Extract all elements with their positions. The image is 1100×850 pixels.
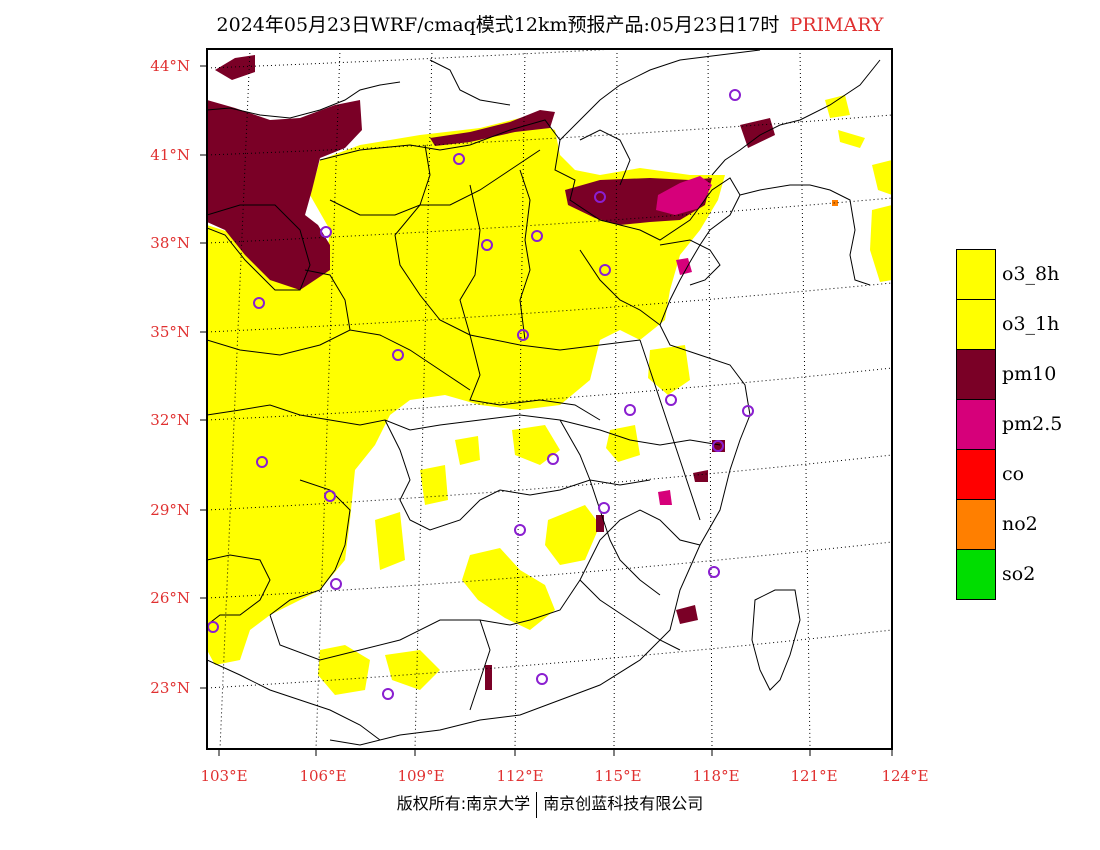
o3-patch-mid-2 [606, 425, 640, 462]
o3-patch-sea-3 [825, 95, 850, 118]
o3-patch-west-edge [375, 512, 405, 570]
lat-label: 29°N [150, 501, 190, 519]
pm25-patch-shandong [676, 258, 692, 275]
o3-region-west [207, 118, 725, 665]
lon-label: 103°E [200, 767, 247, 785]
o3-patch-south-1 [462, 548, 555, 630]
title-text: 2024年05月23日WRF/cmaq模式12km预报产品:05月23日17时 [216, 14, 780, 36]
lon-label: 115°E [594, 767, 641, 785]
lon-label: 106°E [299, 767, 346, 785]
o3-patch-mid-4 [648, 345, 690, 395]
legend-label: co [1002, 463, 1025, 485]
o3-patch-sea-2 [870, 205, 892, 282]
map-title: 2024年05月23日WRF/cmaq模式12km预报产品:05月23日17时 P… [0, 10, 1100, 37]
legend-swatch [956, 549, 996, 600]
legend-label: pm2.5 [1002, 413, 1063, 435]
o3-patch-mid-1 [512, 425, 560, 465]
legend-swatch [956, 449, 996, 500]
pm10-patch-zhejiang [693, 470, 708, 482]
station-markers [207, 89, 754, 700]
pm10-band-north [430, 110, 555, 146]
legend-label: o3_8h [1002, 263, 1060, 285]
legend-item-o3-1h: o3_1h [956, 299, 1100, 350]
lon-label: 109°E [397, 767, 444, 785]
longitude-labels: 103°E 106°E 109°E 112°E 115°E 118°E 121°… [200, 767, 928, 785]
copyright-owner: 版权所有:南京大学 [396, 794, 531, 813]
legend-label: o3_1h [1002, 313, 1060, 335]
legend-label: so2 [1002, 563, 1036, 585]
boundaries [207, 49, 881, 746]
legend-swatch [956, 399, 996, 450]
legend-swatch [956, 499, 996, 550]
o3-patch-mid-3 [455, 436, 480, 465]
lat-label: 41°N [150, 146, 190, 164]
legend-swatch [956, 349, 996, 400]
o3-patch-sea-1 [872, 160, 892, 195]
pm10-patch-guangxi [485, 665, 492, 690]
legend-swatch [956, 249, 996, 300]
map-frame [206, 48, 893, 750]
legend-label: pm10 [1002, 363, 1057, 385]
copyright-company: 南京创蓝科技有限公司 [543, 794, 704, 813]
pm10-patch-north [215, 55, 255, 80]
lon-label: 118°E [692, 767, 739, 785]
o3-patch-south-4 [545, 505, 600, 565]
lat-label: 23°N [150, 679, 190, 697]
primary-tag: PRIMARY [789, 14, 884, 36]
lat-label: 38°N [150, 234, 190, 252]
lat-label: 32°N [150, 411, 190, 429]
o3-patch-sea-4 [838, 130, 865, 148]
legend-item-pm2-5: pm2.5 [956, 399, 1100, 450]
legend-item-pm10: pm10 [956, 349, 1100, 400]
lat-label: 35°N [150, 323, 190, 341]
lat-label: 44°N [150, 57, 190, 75]
pm25-patch-tianjin [656, 176, 712, 215]
pm25-patch-jiangxi [658, 490, 672, 505]
pollutant-legend: o3_8h o3_1h pm10 pm2.5 co no2 so2 [956, 249, 1100, 600]
lon-label: 124°E [881, 767, 928, 785]
o3-patch-mid-5 [420, 465, 448, 505]
legend-item-o3-8h: o3_8h [956, 249, 1100, 300]
pm10-patch-fujian [676, 605, 698, 624]
latitude-labels: 44°N 41°N 38°N 35°N 32°N 29°N 26°N 23°N [150, 57, 190, 697]
legend-item-co: co [956, 449, 1100, 500]
legend-item-so2: so2 [956, 549, 1100, 600]
legend-label: no2 [1002, 513, 1038, 535]
lon-label: 112°E [496, 767, 543, 785]
o3-patch-south-3 [385, 650, 440, 690]
o3-patch-south-2 [318, 645, 370, 695]
legend-swatch [956, 299, 996, 350]
footer-separator [536, 791, 538, 818]
lon-label: 121°E [790, 767, 837, 785]
pm10-region-northwest [207, 100, 362, 290]
ticks [200, 65, 893, 756]
pm10-patch-hunan [596, 515, 604, 532]
legend-item-no2: no2 [956, 499, 1100, 550]
lat-label: 26°N [150, 589, 190, 607]
no2-dot-korea [832, 200, 838, 206]
map-content [207, 49, 892, 749]
copyright-footer: 版权所有:南京大学 南京创蓝科技有限公司 [0, 790, 1100, 818]
graticule [207, 49, 892, 749]
pm10-patch-liaoning [740, 118, 775, 148]
